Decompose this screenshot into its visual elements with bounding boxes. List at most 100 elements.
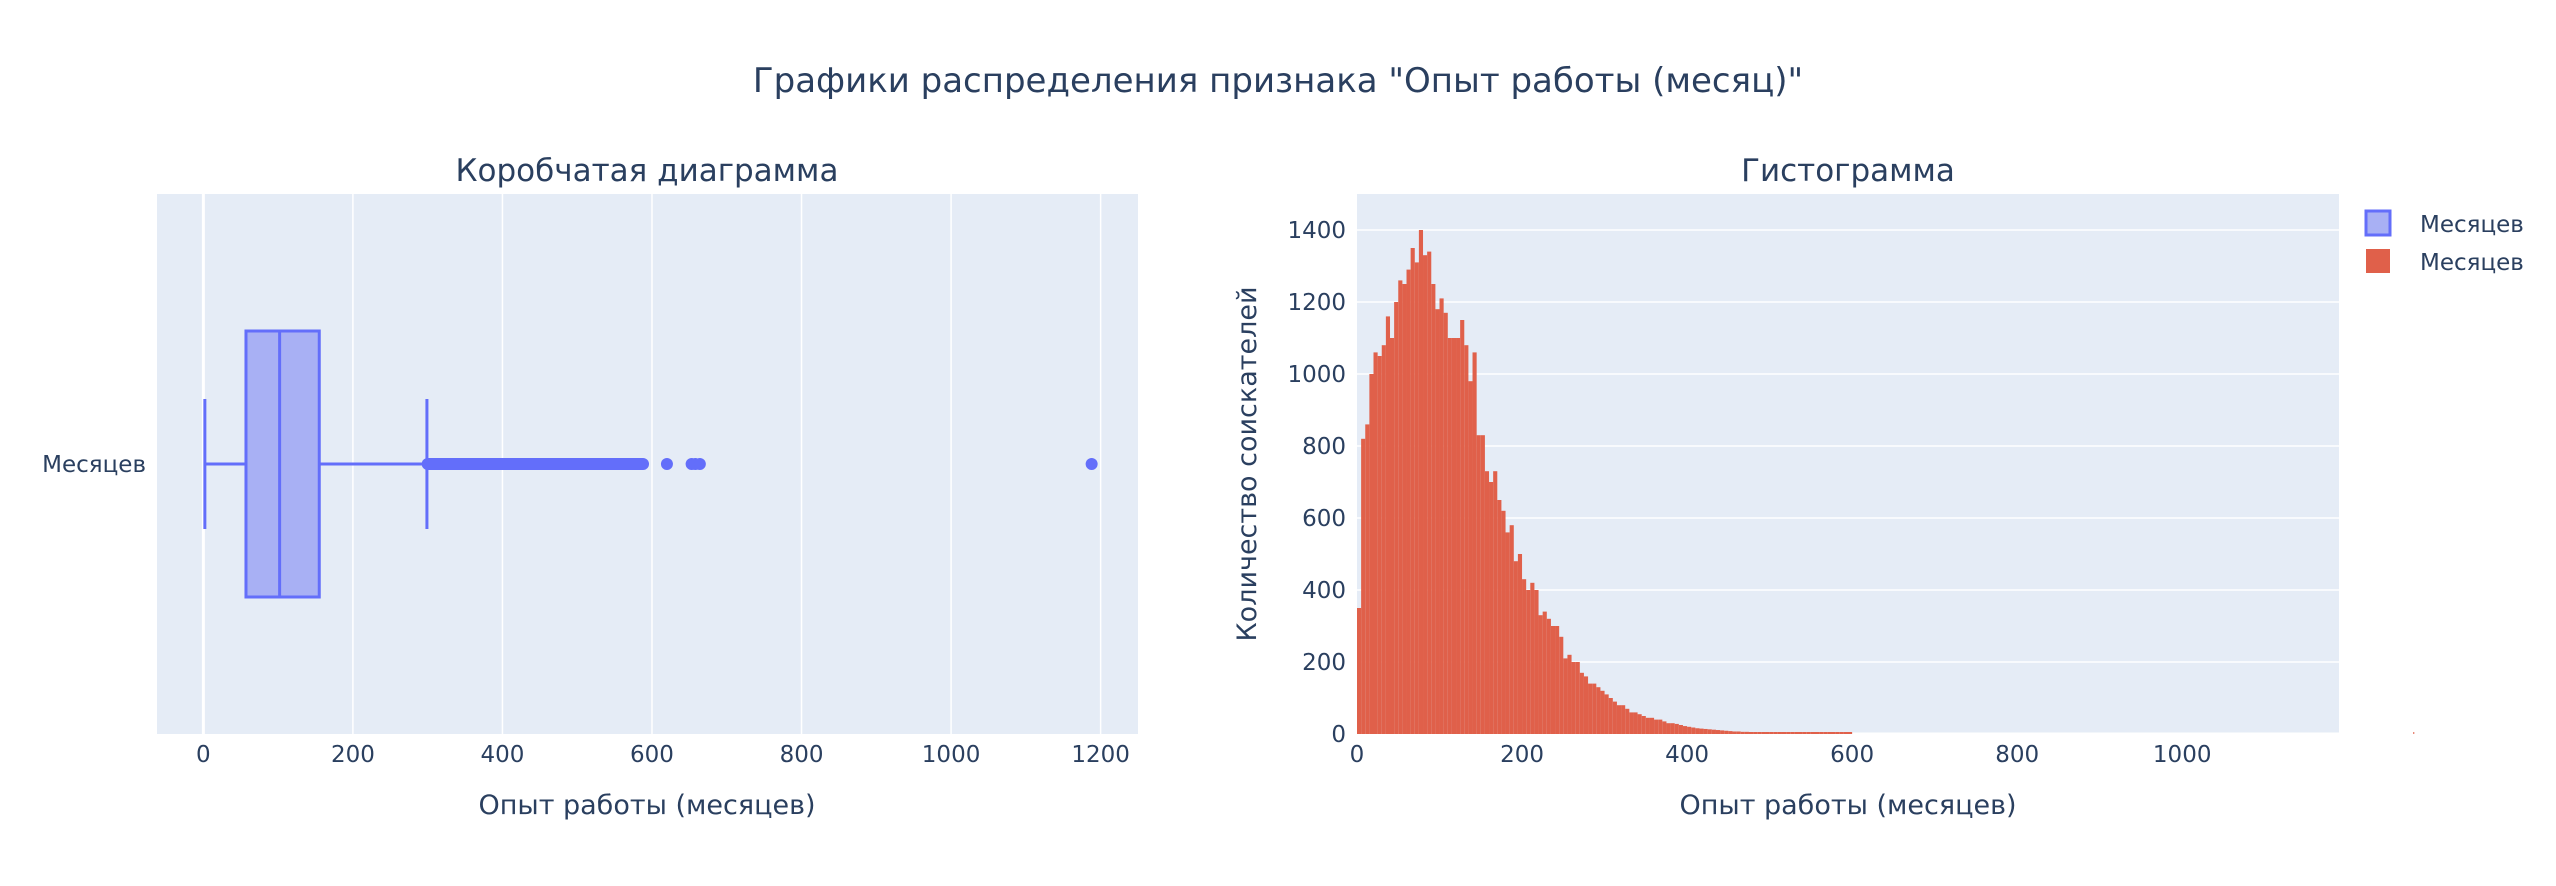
histogram-bar xyxy=(1612,701,1617,734)
histogram-bar xyxy=(1711,729,1716,734)
histogram-bar xyxy=(1839,732,1844,734)
histogram-bar xyxy=(1431,284,1436,734)
box-x-tick-label: 800 xyxy=(780,742,824,768)
histogram-bar xyxy=(1522,579,1527,734)
histogram-bar xyxy=(1608,698,1613,734)
histogram-bar xyxy=(1827,732,1832,734)
legend-item-histogram[interactable]: Месяцев xyxy=(2366,249,2524,276)
histogram-x-tick-label: 600 xyxy=(1830,742,1874,768)
histogram-bar xyxy=(1649,717,1655,734)
histogram-bar xyxy=(1489,482,1494,734)
histogram-bar xyxy=(2413,732,2415,734)
histogram-bar xyxy=(1439,298,1444,734)
histogram-bar xyxy=(1666,723,1671,734)
histogram-bar xyxy=(1720,730,1725,734)
histogram-x-tick-label: 0 xyxy=(1350,742,1365,768)
histogram-bar xyxy=(1625,708,1630,734)
histogram-bar xyxy=(1616,705,1622,734)
histogram-bar xyxy=(1592,683,1597,734)
legend-item-label: Месяцев xyxy=(2420,212,2524,238)
legend[interactable]: Месяцев Месяцев xyxy=(2364,209,2524,276)
histogram-bar xyxy=(1394,302,1399,734)
histogram-subplot-title: Гистограмма xyxy=(1741,153,1955,189)
box-x-ticks: 0 200 400 600 800 1000 1200 xyxy=(196,742,1130,768)
histogram-bar xyxy=(1798,732,1803,734)
histogram-y-axis-label: Количество соискателей xyxy=(1232,286,1263,641)
histogram-bars xyxy=(1357,230,2415,734)
histogram-bar xyxy=(1744,731,1749,734)
histogram-bar xyxy=(1381,345,1386,734)
histogram-bar xyxy=(1658,719,1663,734)
histogram-bar xyxy=(1596,687,1601,734)
histogram-bar xyxy=(1534,590,1539,734)
histogram-bar xyxy=(1753,732,1758,734)
histogram-bar xyxy=(1579,672,1584,734)
histogram-bar xyxy=(1542,611,1547,734)
histogram-bar xyxy=(1555,626,1560,734)
histogram-bar xyxy=(1806,732,1811,734)
histogram-bar xyxy=(1633,712,1638,734)
histogram-x-axis-label: Опыт работы (месяцев) xyxy=(1679,790,2016,821)
histogram-bar xyxy=(1831,732,1836,734)
histogram-y-ticks: 0 200 400 600 800 1000 1200 1400 xyxy=(1287,218,1346,748)
histogram-y-tick-label: 1000 xyxy=(1287,362,1346,388)
legend-item-box[interactable]: Месяцев xyxy=(2364,209,2524,238)
histogram-bar xyxy=(1406,269,1411,734)
histogram-bar xyxy=(1427,251,1432,734)
histogram-bar xyxy=(1748,732,1754,734)
histogram-bar xyxy=(1777,732,1782,734)
histogram-y-tick-label: 1200 xyxy=(1287,290,1346,316)
histogram-bar xyxy=(1802,732,1807,734)
histogram-bar xyxy=(1571,662,1576,734)
histogram-bar xyxy=(1373,352,1378,734)
histogram-bar xyxy=(1464,345,1469,734)
histogram-bar xyxy=(1513,561,1518,734)
histogram-bar xyxy=(1654,719,1659,734)
histogram-bar xyxy=(1402,284,1407,734)
histogram-x-tick-label: 1000 xyxy=(2153,742,2212,768)
box-category-label: Месяцев xyxy=(42,452,146,478)
histogram-y-tick-label: 800 xyxy=(1302,434,1346,460)
histogram-bar xyxy=(1765,732,1770,734)
box-outlier-point xyxy=(660,458,673,470)
box-subplot-title: Коробчатая диаграмма xyxy=(456,153,839,189)
histogram-y-tick-label: 1400 xyxy=(1287,218,1346,244)
histogram-bar xyxy=(1435,309,1440,734)
histogram-bar xyxy=(1377,356,1382,734)
histogram-bar xyxy=(1761,732,1766,734)
histogram-bar xyxy=(1526,590,1531,734)
histogram-bar xyxy=(1769,732,1774,734)
histogram-bar xyxy=(1505,532,1510,734)
histogram-bar xyxy=(1588,683,1593,734)
histogram-y-tick-label: 200 xyxy=(1302,650,1346,676)
histogram-bar xyxy=(1781,732,1787,734)
histogram-bar xyxy=(1480,435,1485,734)
histogram-subplot: Гистограмма 0 200 400 600 800 1000 0 200 400 600… xyxy=(1232,153,2415,821)
histogram-bar xyxy=(1670,723,1675,734)
histogram-bar xyxy=(1600,690,1605,734)
box-subplot: Коробчатая диаграмма 0 200 400 600 800 1000 12… xyxy=(42,153,1138,821)
histogram-bar xyxy=(1773,732,1778,734)
histogram-bar xyxy=(1819,732,1824,734)
histogram-bar xyxy=(1357,608,1362,734)
histogram-bar xyxy=(1390,338,1395,734)
histogram-bar xyxy=(1740,731,1745,734)
histogram-bar xyxy=(1443,312,1448,734)
box-outlier-point xyxy=(693,458,706,470)
histogram-bar xyxy=(1447,338,1452,734)
box-iqr xyxy=(244,329,321,599)
histogram-bar xyxy=(1530,582,1535,734)
histogram-y-tick-label: 600 xyxy=(1302,506,1346,532)
histogram-bar xyxy=(1848,732,1853,734)
histogram-bar xyxy=(1414,262,1419,734)
histogram-bar xyxy=(1736,731,1741,734)
histogram-bar xyxy=(1637,714,1642,734)
histogram-y-tick-label: 0 xyxy=(1331,722,1346,748)
histogram-bar xyxy=(1786,732,1791,734)
histogram-bar xyxy=(1385,316,1391,734)
box-x-tick-label: 400 xyxy=(480,742,524,768)
histogram-bar xyxy=(1728,731,1733,734)
histogram-bar xyxy=(1538,615,1543,734)
box-outlier-point xyxy=(1085,458,1098,470)
